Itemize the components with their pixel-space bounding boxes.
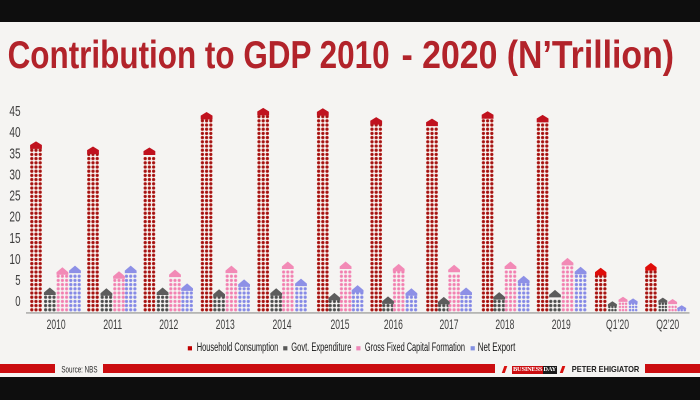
svg-text:Q2’20: Q2’20: [656, 316, 679, 332]
svg-text:Net Export: Net Export: [478, 342, 516, 354]
svg-text:2019: 2019: [552, 316, 571, 332]
svg-text:2015: 2015: [331, 316, 350, 332]
svg-text:Govt. Expenditure: Govt. Expenditure: [291, 342, 351, 354]
svg-text:20: 20: [9, 210, 20, 226]
svg-text:2018: 2018: [495, 316, 514, 332]
svg-text:Contribution to GDP 2010: Contribution to GDP 2010: [8, 34, 390, 77]
svg-text:35: 35: [9, 146, 20, 162]
svg-text:2014: 2014: [273, 316, 292, 332]
svg-text:Gross Fixed Capital Formation: Gross Fixed Capital Formation: [365, 342, 465, 354]
svg-text:- 2020 (N’Trillion): - 2020 (N’Trillion): [402, 34, 675, 77]
svg-text:2017: 2017: [440, 316, 459, 332]
svg-text:2013: 2013: [216, 316, 235, 332]
svg-text:Source: NBS: Source: NBS: [61, 364, 97, 374]
svg-text:30: 30: [9, 167, 20, 183]
svg-text:PETER EHIGIATOR: PETER EHIGIATOR: [572, 364, 640, 374]
svg-text:45: 45: [9, 104, 20, 120]
svg-text:2012: 2012: [159, 316, 178, 332]
svg-text:40: 40: [9, 125, 20, 141]
svg-text:0: 0: [15, 294, 20, 310]
svg-text:Q1’20: Q1’20: [606, 316, 629, 332]
svg-text:2010: 2010: [47, 316, 66, 332]
svg-text:5: 5: [15, 273, 20, 289]
svg-text:2011: 2011: [103, 316, 122, 332]
svg-text:2016: 2016: [384, 316, 403, 332]
svg-text:10: 10: [9, 252, 20, 268]
svg-text:Household Consumption: Household Consumption: [197, 342, 279, 354]
svg-text:25: 25: [9, 189, 20, 205]
svg-text:15: 15: [9, 231, 20, 247]
